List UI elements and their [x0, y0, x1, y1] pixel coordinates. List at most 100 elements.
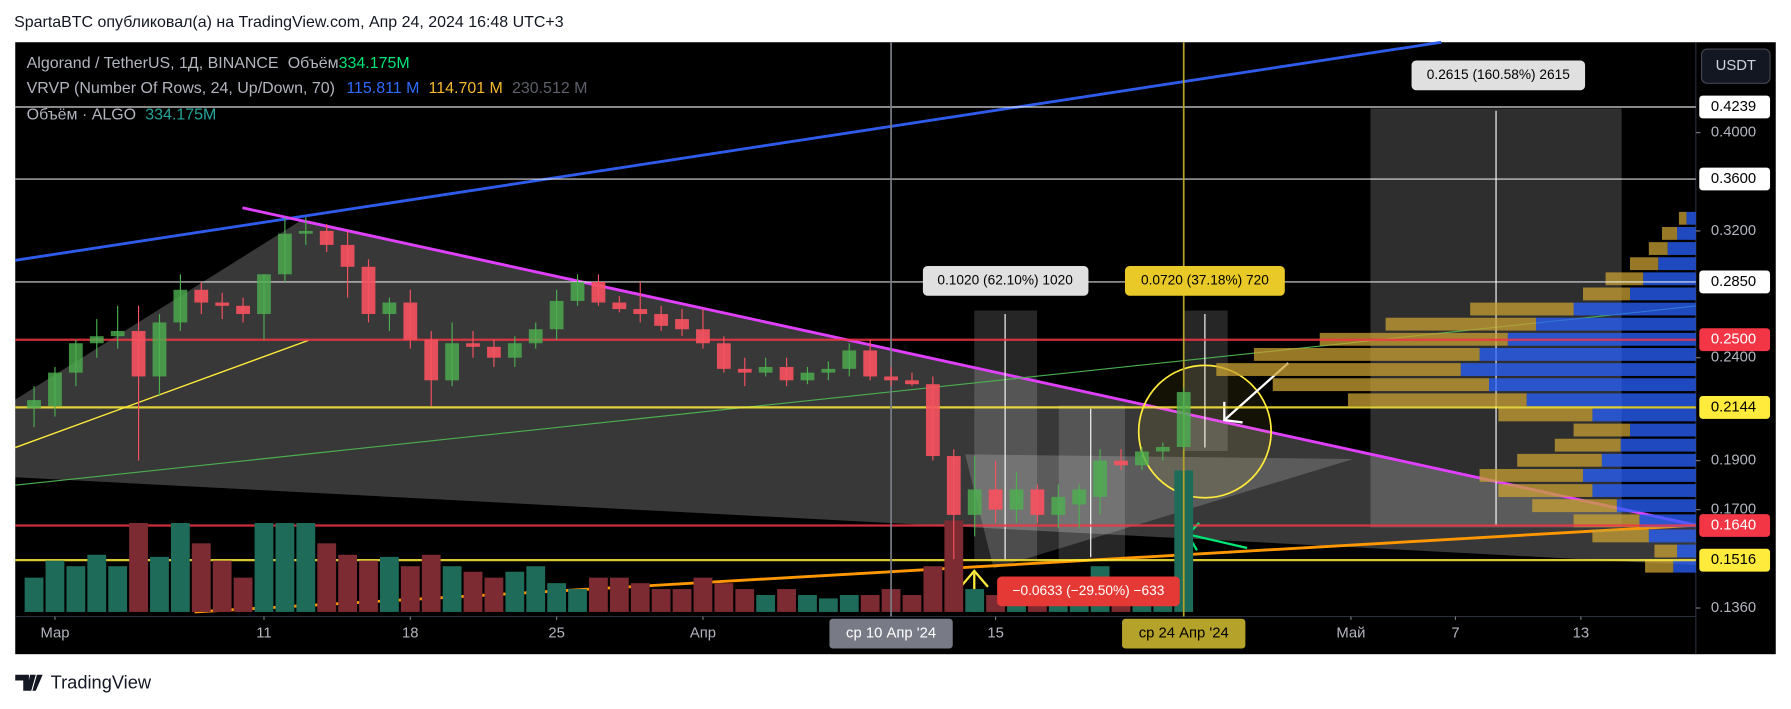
volume-label: Объём — [288, 55, 339, 72]
y-tick-label: 0.1900 — [1711, 453, 1756, 469]
profile-up — [1592, 408, 1696, 422]
volume-bar — [87, 554, 107, 612]
profile-down — [1661, 226, 1678, 240]
profile-down — [1592, 529, 1649, 543]
level-label: 0.1516 — [1711, 552, 1756, 568]
profile-up — [1677, 226, 1696, 240]
vrvp-up: 115.811 M — [346, 80, 419, 97]
volume-bar — [839, 595, 859, 612]
profile-down — [1498, 408, 1593, 422]
profile-up — [1658, 257, 1696, 271]
candle-body — [110, 330, 125, 337]
profile-up — [1643, 272, 1696, 286]
candle-body — [967, 489, 982, 515]
volume-bar — [965, 589, 985, 612]
candle-body — [1176, 392, 1191, 447]
candle-body — [925, 384, 940, 457]
candle-body — [236, 305, 250, 315]
annotation-box — [1124, 266, 1285, 296]
volume-value: 334.175M — [339, 55, 410, 72]
annotation: 0.0720 (37.18%) 720 — [1141, 272, 1269, 287]
volume-bar — [693, 577, 713, 612]
currency-button[interactable] — [1700, 48, 1771, 84]
volume-bar — [359, 560, 378, 612]
level-label-box — [1699, 548, 1771, 572]
volume-bar — [442, 566, 462, 612]
legend: Algorand / TetherUS, 1Д, BINANCE Объём334… — [27, 55, 588, 123]
profile-down — [1630, 257, 1659, 271]
x-tick-label: 7 — [1451, 626, 1459, 642]
crosshair-label: ср 24 Апр '24 — [1139, 626, 1229, 642]
x-tick-label: Мар — [40, 626, 69, 642]
volume-bar — [254, 522, 274, 612]
profile-down — [1385, 317, 1536, 331]
logo-icon — [15, 674, 43, 691]
drawings — [15, 40, 1697, 614]
y-tick-label: 0.2400 — [1711, 350, 1756, 366]
volume-bar — [798, 595, 817, 612]
candle-body — [633, 309, 648, 315]
profile-up — [1488, 378, 1696, 392]
volume-bar — [505, 571, 525, 612]
level-label: 0.1640 — [1711, 517, 1756, 533]
arrow-head — [959, 569, 989, 588]
currency[interactable]: USDT — [1716, 58, 1756, 74]
candle-body — [1093, 460, 1108, 497]
volume-bar — [818, 598, 838, 612]
candle-body — [382, 302, 397, 315]
level-label-box — [1699, 270, 1771, 294]
volume-bar — [45, 560, 65, 612]
annotations: 0.1020 (62.10%) 1020 0.0720 (37.18%) 720… — [922, 60, 1586, 607]
logo: TradingView — [15, 672, 152, 693]
volume-bar — [150, 556, 169, 612]
volume-bar — [609, 577, 629, 612]
candle-body — [758, 366, 773, 373]
annotation-box — [922, 266, 1089, 296]
candle-body — [27, 400, 41, 409]
volume-bar — [589, 577, 608, 612]
candle-body — [800, 372, 815, 381]
candle-body — [779, 366, 794, 381]
annotation-box — [1411, 60, 1586, 91]
measure-box — [1058, 405, 1125, 560]
legend-line: VRVP (Number Of Rows, 24, Up/Down, 70) 11… — [27, 80, 588, 97]
volume-bar — [923, 566, 943, 612]
candle-body — [424, 339, 439, 381]
candle-body — [842, 350, 857, 369]
volume-bar — [129, 522, 148, 612]
level-label-box — [1699, 167, 1771, 191]
profile-up — [1601, 453, 1696, 467]
candle-body — [1155, 446, 1170, 452]
volume-bar — [191, 543, 211, 612]
level-label: 0.3600 — [1711, 171, 1756, 187]
annotation-box — [997, 576, 1180, 607]
x-tick-label: 25 — [548, 626, 565, 642]
candle-body — [946, 456, 961, 515]
candle-body — [361, 266, 376, 315]
profile-up — [1620, 438, 1696, 452]
profile-up — [1630, 423, 1696, 437]
candle-body — [68, 343, 83, 373]
volume-bar — [379, 556, 399, 612]
vrvp-down: 114.701 M — [429, 80, 503, 97]
profile-down — [1470, 302, 1574, 316]
level-label-box — [1699, 395, 1771, 419]
volume-bar — [463, 571, 483, 612]
volume-bar — [108, 566, 128, 612]
profile-down — [1272, 378, 1489, 392]
vrvp: VRVP (Number Of Rows, 24, Up/Down, 70) — [27, 80, 335, 97]
crosshair-label: ср 10 Апр '24 — [846, 626, 936, 642]
profile-up — [1526, 393, 1696, 407]
profile-up — [1686, 211, 1696, 225]
profile-up — [1583, 469, 1696, 482]
candle-body — [591, 281, 606, 303]
candle-body — [48, 372, 62, 407]
candle-body — [487, 346, 501, 358]
volume-study: Объём · ALGO — [27, 107, 136, 124]
candle-body — [1009, 489, 1024, 510]
triangle — [965, 454, 1354, 569]
legend-line: Объём · ALGO 334.175M — [27, 107, 217, 124]
candle-body — [905, 380, 919, 385]
